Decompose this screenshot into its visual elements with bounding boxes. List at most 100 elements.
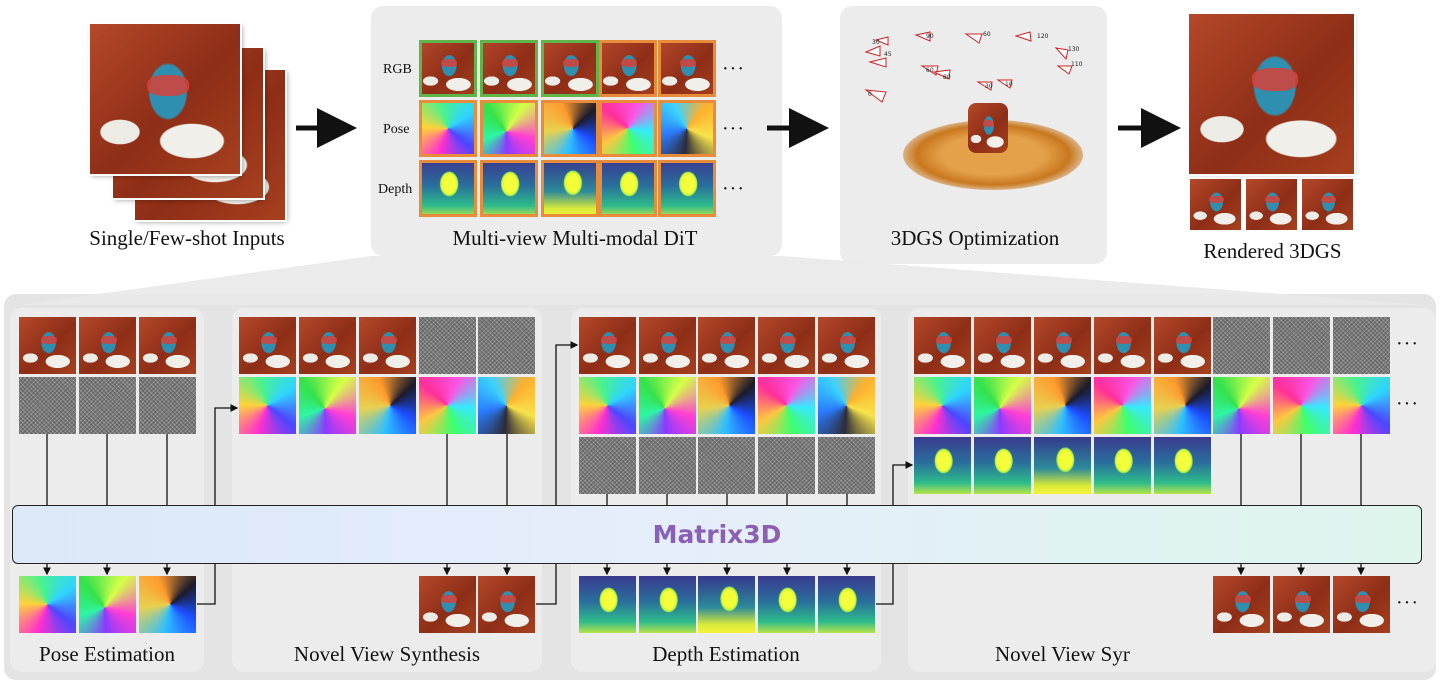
de-noise-3 xyxy=(698,437,755,494)
de-pose-1 xyxy=(579,377,636,434)
dit-rgb-1 xyxy=(419,40,477,97)
nvs2-rgb-1 xyxy=(914,317,971,374)
de-out-1 xyxy=(579,576,636,633)
nvs1-rgb-3 xyxy=(359,317,416,374)
pe-rgb-2 xyxy=(79,317,136,374)
caption-inputs: Single/Few-shot Inputs xyxy=(89,226,285,250)
row-label-depth: Depth xyxy=(378,182,413,197)
cam-label-8: 30 xyxy=(985,83,993,90)
nvs2-rgb-5 xyxy=(1154,317,1211,374)
caption-gs-opt: 3DGS Optimization xyxy=(890,226,1060,250)
nvs2-pose-7 xyxy=(1273,377,1330,434)
caption-depth-estimation: Depth Estimation xyxy=(652,642,800,666)
nvs2-depth-3 xyxy=(1034,437,1091,494)
cam-label-5: 110 xyxy=(1071,61,1083,68)
de-pose-3 xyxy=(698,377,755,434)
dit-rgb-2 xyxy=(480,40,538,97)
matrix3d-bar: Matrix3D xyxy=(12,505,1422,564)
cam-label-10: 45 xyxy=(884,51,892,58)
dit-depth-ellipsis: ··· xyxy=(722,178,745,200)
input-photo-1 xyxy=(90,24,240,174)
rendered-view-3 xyxy=(1302,179,1353,230)
de-out-2 xyxy=(639,576,696,633)
de-rgb-2 xyxy=(639,317,696,374)
dit-depth-3 xyxy=(541,160,599,217)
caption-rendered: Rendered 3DGS xyxy=(1203,239,1342,263)
nvs2-pose-5 xyxy=(1154,377,1211,434)
nvs1-rgb-1 xyxy=(239,317,296,374)
nvs2-pose-3 xyxy=(1034,377,1091,434)
nvs1-pose-2 xyxy=(299,377,356,434)
nvs1-pose-4 xyxy=(419,377,476,434)
nvs2-out-ellipsis: ··· xyxy=(1396,592,1419,614)
nvs1-noise-2 xyxy=(478,317,535,374)
dit-depth-5 xyxy=(658,160,716,217)
nvs2-noise-3 xyxy=(1333,317,1390,374)
camera-labels: 30 90 60 120 130 110 60 80 30 10 45 0 xyxy=(868,31,1083,98)
nvs2-pose-2 xyxy=(974,377,1031,434)
cam-label-3: 120 xyxy=(1037,33,1049,40)
cam-label-11: 0 xyxy=(868,91,872,98)
cam-label-2: 60 xyxy=(983,31,991,38)
row-label-rgb: RGB xyxy=(383,62,412,77)
nvs2-out-3 xyxy=(1333,576,1390,633)
de-pose-4 xyxy=(758,377,815,434)
pe-noise-2 xyxy=(79,377,136,434)
nvs1-pose-5 xyxy=(478,377,535,434)
caption-dit: Multi-view Multi-modal DiT xyxy=(452,226,698,250)
nvs2-depth-2 xyxy=(974,437,1031,494)
de-rgb-5 xyxy=(818,317,875,374)
point-cloud-object xyxy=(968,103,1008,153)
nvs1-pose-1 xyxy=(239,377,296,434)
dit-pose-4 xyxy=(599,100,657,157)
dit-pose-2 xyxy=(480,100,538,157)
nvs2-rgb-3 xyxy=(1034,317,1091,374)
nvs2-depth-1 xyxy=(914,437,971,494)
nvs1-out-2 xyxy=(478,576,535,633)
caption-pose-estimation: Pose Estimation xyxy=(39,642,175,666)
nvs2-rgb-ellipsis: ··· xyxy=(1396,333,1419,355)
pe-out-1 xyxy=(19,576,76,633)
dit-rgb-3 xyxy=(541,40,599,97)
cam-label-0: 30 xyxy=(872,39,880,46)
de-pose-2 xyxy=(639,377,696,434)
cam-label-6: 60 xyxy=(926,67,934,74)
de-out-3 xyxy=(698,576,755,633)
dit-rgb-5 xyxy=(658,40,716,97)
row-label-pose: Pose xyxy=(383,122,410,137)
cam-label-1: 90 xyxy=(926,33,934,40)
dit-rgb-4 xyxy=(599,40,657,97)
nvs1-out-1 xyxy=(419,576,476,633)
dit-depth-1 xyxy=(419,160,477,217)
nvs2-rgb-4 xyxy=(1094,317,1151,374)
de-pose-5 xyxy=(818,377,875,434)
de-rgb-1 xyxy=(579,317,636,374)
pe-noise-1 xyxy=(19,377,76,434)
dit-rgb-ellipsis: ··· xyxy=(722,58,745,80)
rendered-view-1 xyxy=(1190,179,1241,230)
dit-depth-2 xyxy=(480,160,538,217)
dit-pose-1 xyxy=(419,100,477,157)
nvs2-pose-8 xyxy=(1333,377,1390,434)
nvs1-noise-1 xyxy=(419,317,476,374)
dit-pose-5 xyxy=(658,100,716,157)
nvs2-out-1 xyxy=(1213,576,1270,633)
nvs2-rgb-2 xyxy=(974,317,1031,374)
rendered-main xyxy=(1189,14,1354,174)
nvs2-pose-1 xyxy=(914,377,971,434)
nvs2-pose-6 xyxy=(1213,377,1270,434)
nvs2-noise-2 xyxy=(1273,317,1330,374)
pe-out-2 xyxy=(79,576,136,633)
nvs2-depth-5 xyxy=(1154,437,1211,494)
dit-depth-4 xyxy=(599,160,657,217)
pe-rgb-1 xyxy=(19,317,76,374)
de-out-4 xyxy=(758,576,815,633)
matrix3d-label: Matrix3D xyxy=(13,506,1421,563)
nvs2-pose-ellipsis: ··· xyxy=(1396,393,1419,415)
nvs2-out-2 xyxy=(1273,576,1330,633)
de-rgb-3 xyxy=(698,317,755,374)
nvs1-pose-3 xyxy=(359,377,416,434)
zoom-wedge xyxy=(20,256,1425,305)
nvs2-noise-1 xyxy=(1213,317,1270,374)
